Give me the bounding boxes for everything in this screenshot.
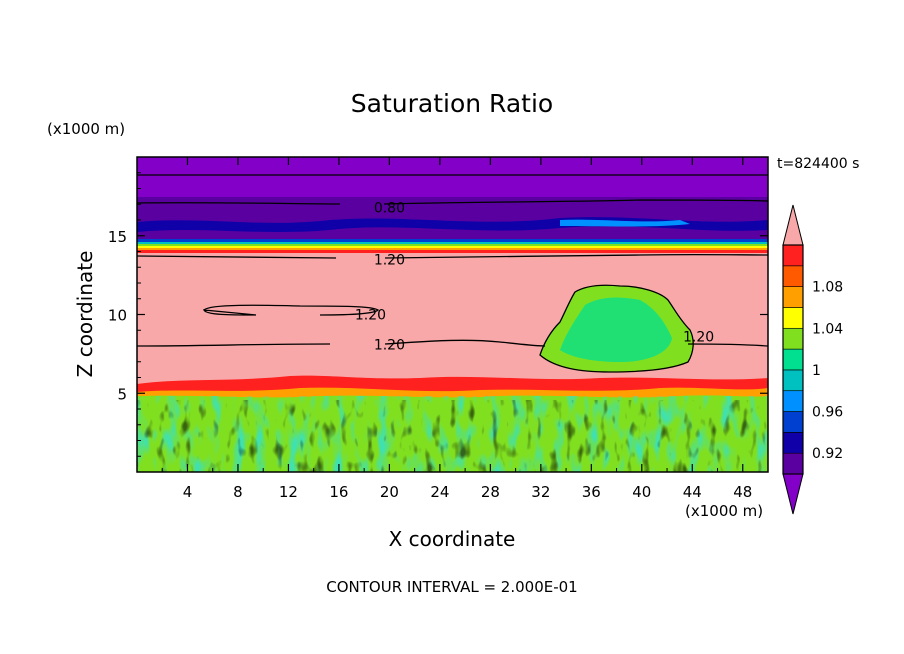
tropopause-green — [137, 244, 768, 246]
x-tick-label: 32 — [531, 483, 550, 501]
colorbar-label: 1 — [812, 363, 821, 379]
y-axis: 5 10 15 — [108, 172, 768, 457]
x-tick-label: 24 — [430, 483, 449, 501]
x-tick-label: 28 — [481, 483, 500, 501]
x-tick-label: 40 — [632, 483, 651, 501]
x-unit-label: (x1000 m) — [685, 502, 763, 520]
colorbar-label: 1.08 — [812, 280, 843, 296]
colorbar-swatch — [782, 390, 804, 412]
convective-cloud-core — [560, 297, 672, 362]
x-tick-label: 44 — [683, 483, 702, 501]
y-unit-label: (x1000 m) — [47, 120, 125, 138]
x-tick-label: 20 — [380, 483, 399, 501]
tropopause-yellow — [137, 246, 768, 248]
chart-title: Saturation Ratio — [351, 89, 553, 118]
colorbar-below-triangle — [782, 473, 804, 515]
tropopause-orange — [137, 248, 768, 250]
colorbar-label: 0.96 — [812, 405, 843, 421]
boundary-layer-contours — [137, 400, 768, 472]
colorbar-label: 1.04 — [812, 321, 843, 337]
x-axis: 4 8 12 16 20 24 28 32 36 40 44 48 — [161, 157, 752, 501]
contour-line-120-mid — [137, 339, 768, 347]
tropopause-blue — [137, 239, 768, 242]
x-tick-label: 8 — [233, 483, 243, 501]
dry-band-cyan-streak — [560, 219, 690, 227]
tropopause-cyan — [137, 242, 768, 244]
x-tick-label: 4 — [183, 483, 193, 501]
dry-band — [137, 197, 768, 241]
contour-label: 1.20 — [683, 330, 714, 346]
colorbar-swatch — [782, 307, 804, 329]
x-tick-label: 16 — [329, 483, 348, 501]
x-tick-label: 12 — [279, 483, 298, 501]
colorbar-swatch — [782, 327, 804, 350]
colorbar-swatch — [782, 432, 804, 454]
field-area — [137, 157, 768, 472]
contour-line-120-top — [137, 253, 768, 259]
contour-label: 1.20 — [374, 337, 405, 353]
tropopause-red — [137, 250, 768, 253]
time-label: t=824400 s — [777, 156, 859, 172]
colorbar-swatch — [782, 286, 804, 308]
contour-label: 0.80 — [374, 200, 405, 216]
colorbar-above-triangle — [782, 204, 804, 246]
colorbar: 1.08 1.04 1 0.96 0.92 — [782, 204, 843, 515]
contour-labels: 0.80 1.20 1.20 1.20 1.20 — [355, 200, 714, 353]
colorbar-swatch — [782, 411, 804, 433]
contour-line-080 — [137, 199, 768, 205]
convective-cloud-outline — [539, 284, 694, 373]
y-axis-label: Z coordinate — [73, 251, 97, 378]
colorbar-swatch — [782, 244, 804, 267]
upper-stratosphere-band — [137, 157, 768, 197]
x-axis-label: X coordinate — [389, 527, 516, 551]
colorbar-swatch — [782, 452, 804, 475]
y-tick-label: 10 — [108, 307, 127, 325]
contour-label: 1.20 — [355, 308, 386, 324]
y-tick-label: 15 — [108, 228, 127, 246]
colorbar-swatch — [782, 348, 804, 371]
colorbar-swatch — [782, 369, 804, 392]
colorbar-label: 0.92 — [812, 446, 843, 462]
contour-label: 1.20 — [374, 252, 405, 268]
colorbar-swatch — [782, 265, 804, 287]
contour-line-120-loop — [202, 304, 380, 316]
contour-interval-footer: CONTOUR INTERVAL = 2.000E-01 — [326, 578, 577, 596]
x-tick-label: 48 — [733, 483, 752, 501]
x-tick-label: 36 — [582, 483, 601, 501]
colorbar-frame — [782, 244, 804, 475]
y-tick-label: 5 — [117, 385, 127, 403]
